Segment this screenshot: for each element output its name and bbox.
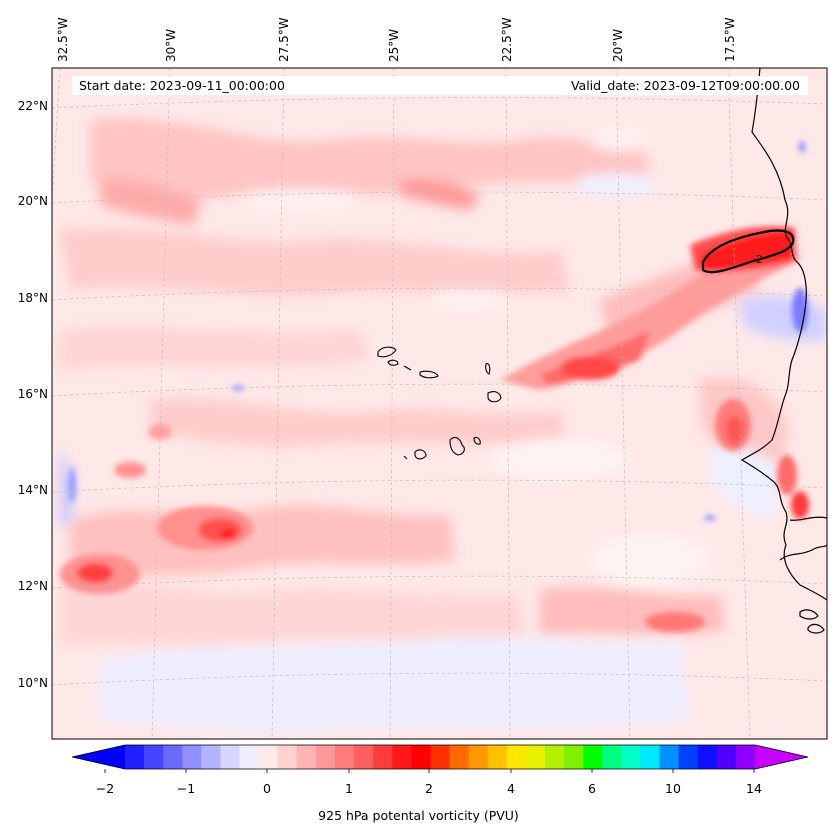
- colorbar-tick-label: 0: [263, 781, 271, 796]
- lat-label-10n: 10°N: [17, 676, 48, 690]
- colorbar-segment: [392, 745, 412, 769]
- lat-label-20n: 20°N: [17, 194, 48, 208]
- colorbar-tick-label: 1: [345, 781, 353, 796]
- colorbar-tick-label: 10: [665, 781, 681, 796]
- colorbar-tick-label: 4: [507, 781, 515, 796]
- colorbar-segment: [487, 745, 508, 769]
- lon-label-27-5w: 27.5°W: [277, 17, 291, 62]
- contour-label: 2: [756, 253, 763, 266]
- colorbar-tick-label: 2: [425, 781, 433, 796]
- colorbar-segment: [564, 745, 584, 769]
- colorbar-segment: [678, 745, 699, 769]
- map-panel: 2: [52, 68, 827, 739]
- colorbar-segment: [697, 745, 718, 769]
- colorbar-segment: [335, 745, 355, 769]
- map-frame: [51, 67, 828, 740]
- colorbar-segment: [583, 745, 603, 769]
- colorbar-segment: [144, 745, 164, 769]
- start-date-label: Start date: 2023-09-11_00:00:00: [79, 78, 285, 93]
- colorbar-segment: [125, 745, 145, 769]
- colorbar-segment: [716, 745, 737, 769]
- pv-negative-patches: [60, 173, 827, 732]
- colorbar-segment: [659, 745, 680, 769]
- colorbar: [71, 744, 809, 773]
- date-info-box: Start date: 2023-09-11_00:00:00 Valid_da…: [72, 76, 808, 95]
- lon-label-17-5w: 17.5°W: [723, 17, 737, 62]
- colorbar-label: 925 hPa potental vorticity (PVU): [318, 808, 519, 823]
- lat-label-14n: 14°N: [17, 483, 48, 497]
- colorbar-segment: [182, 745, 202, 769]
- pv-negative-core: [792, 288, 808, 332]
- lon-label-32-5w: 32.5°W: [56, 17, 70, 62]
- colorbar-segment: [277, 745, 298, 769]
- cabo-verde-islands: [377, 346, 502, 460]
- colorbar-tick-label: 6: [588, 781, 596, 796]
- colorbar-segment: [239, 745, 260, 769]
- colorbar-segment: [430, 745, 451, 769]
- colorbar-tick-label: 14: [746, 781, 762, 796]
- colorbar-segment: [545, 745, 565, 769]
- lon-label-30w: 30°W: [164, 28, 178, 62]
- graticule: [52, 68, 827, 739]
- lat-label-12n: 12°N: [17, 579, 48, 593]
- lon-label-25w: 25°W: [387, 28, 401, 62]
- lat-label-16n: 16°N: [17, 387, 48, 401]
- lat-label-22n: 22°N: [17, 99, 48, 113]
- colorbar-segment: [449, 745, 470, 769]
- pv-high-band: [500, 225, 800, 390]
- lat-label-18n: 18°N: [17, 291, 48, 305]
- colorbar-segment: [640, 745, 661, 769]
- colorbar-min-arrow: [72, 745, 125, 769]
- colorbar-segment: [468, 745, 489, 769]
- colorbar-segment: [621, 745, 642, 769]
- colorbar-segment: [354, 745, 374, 769]
- colorbar-segment: [201, 745, 222, 769]
- valid-date-label: Valid_date: 2023-09-12T09:00:00.00: [570, 78, 800, 93]
- coastline: [740, 68, 827, 634]
- colorbar-segment: [296, 745, 317, 769]
- pv-coastal-highs: [645, 399, 809, 632]
- colorbar-segment: [315, 745, 336, 769]
- colorbar-tick-label: −1: [176, 781, 196, 796]
- colorbar-segment: [735, 745, 756, 769]
- pv-pale-streaks: [240, 128, 710, 585]
- colorbar-segment: [373, 745, 393, 769]
- colorbar-max-arrow: [755, 745, 808, 769]
- colorbar-tick-label: −2: [95, 781, 115, 796]
- colorbar-segment: [506, 745, 527, 769]
- colorbar-segment: [602, 745, 622, 769]
- colorbar-segment: [258, 745, 279, 769]
- lon-label-20w: 20°W: [611, 28, 625, 62]
- colorbar-outline: [71, 744, 809, 770]
- pv-2-contour: [701, 229, 795, 274]
- colorbar-segment: [525, 745, 546, 769]
- colorbar-segment: [163, 745, 183, 769]
- lon-label-22-5w: 22.5°W: [500, 17, 514, 62]
- colorbar-segment: [411, 745, 432, 769]
- colorbar-segment: [220, 745, 241, 769]
- pv-western-highs: [60, 424, 253, 594]
